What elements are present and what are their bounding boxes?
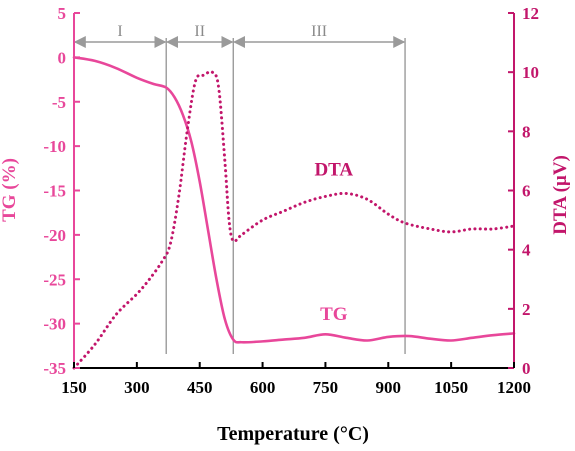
- left-tick-label-8: -35: [43, 359, 66, 378]
- right-tick-label-0: 0: [522, 359, 531, 378]
- stage-label-2: II: [194, 23, 205, 40]
- left-axis-label: TG (%): [0, 158, 20, 222]
- stage-label-1: I: [117, 23, 122, 40]
- stage-regions: I II III: [73, 23, 406, 354]
- axes-layer: 5 0 -5 -10 -15 -20 -25 -30 -35 0 2 4 6 8 10 12 150 300 450…: [43, 4, 539, 397]
- x-tick-label-4: 750: [313, 378, 339, 397]
- left-tick-label-4: -15: [43, 182, 66, 201]
- x-axis-label: Temperature (°C): [217, 423, 369, 445]
- left-tick-label-0: 5: [58, 4, 67, 23]
- right-tick-label-2: 4: [522, 241, 531, 260]
- x-tick-label-3: 600: [250, 378, 276, 397]
- left-tick-label-6: -25: [43, 270, 66, 289]
- left-tick-label-1: 0: [58, 48, 67, 67]
- dta-curve-label: DTA: [314, 160, 353, 181]
- tg-curve-label: TG: [320, 304, 348, 325]
- x-tick-label-1: 300: [124, 378, 150, 397]
- left-tick-label-7: -30: [43, 315, 66, 334]
- x-tick-label-6: 1050: [434, 378, 468, 397]
- left-tick-label-3: -10: [43, 137, 66, 156]
- left-tick-label-5: -20: [43, 226, 66, 245]
- series-dta-line: [72, 70, 516, 370]
- x-tick-label-2: 450: [187, 378, 213, 397]
- right-axis-label: DTA (μV): [550, 155, 571, 235]
- right-tick-label-5: 10: [522, 63, 539, 82]
- right-tick-label-1: 2: [522, 300, 531, 319]
- stage-label-3: III: [311, 23, 327, 40]
- x-tick-label-7: 1200: [497, 378, 531, 397]
- right-tick-label-6: 12: [522, 4, 539, 23]
- left-tick-label-2: -5: [52, 93, 66, 112]
- x-tick-label-0: 150: [61, 378, 87, 397]
- series-tg-line: [72, 56, 516, 344]
- right-tick-label-4: 8: [522, 122, 531, 141]
- x-tick-label-5: 900: [376, 378, 402, 397]
- series-layer: [72, 56, 516, 370]
- right-tick-label-3: 6: [522, 182, 531, 201]
